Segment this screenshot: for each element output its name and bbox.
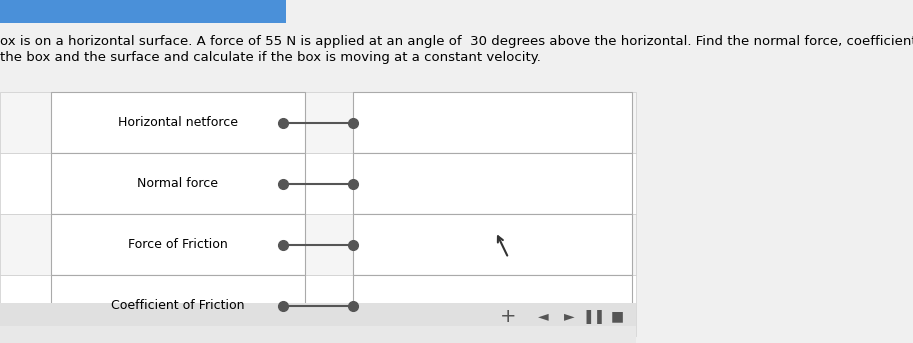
Text: Normal force: Normal force	[138, 177, 218, 190]
Text: ■: ■	[611, 310, 624, 323]
Text: Force of Friction: Force of Friction	[128, 238, 228, 251]
FancyBboxPatch shape	[51, 214, 305, 275]
Text: Horizontal netforce: Horizontal netforce	[118, 116, 238, 129]
Text: Coefficient of Friction: Coefficient of Friction	[111, 299, 245, 312]
FancyBboxPatch shape	[51, 275, 305, 336]
FancyBboxPatch shape	[0, 153, 635, 214]
Text: the box and the surface and calculate if the box is moving at a constant velocit: the box and the surface and calculate if…	[0, 51, 540, 64]
FancyBboxPatch shape	[0, 304, 635, 330]
FancyBboxPatch shape	[0, 214, 635, 275]
Text: ❚❚: ❚❚	[582, 310, 605, 323]
Text: ◄: ◄	[538, 310, 549, 323]
FancyBboxPatch shape	[352, 153, 633, 214]
Text: ►: ►	[563, 310, 574, 323]
FancyBboxPatch shape	[352, 275, 633, 336]
FancyBboxPatch shape	[352, 92, 633, 153]
Text: +: +	[500, 307, 517, 326]
FancyBboxPatch shape	[0, 0, 286, 23]
FancyBboxPatch shape	[0, 327, 635, 343]
FancyBboxPatch shape	[51, 92, 305, 153]
Text: ox is on a horizontal surface. A force of 55 N is applied at an angle of  30 deg: ox is on a horizontal surface. A force o…	[0, 35, 913, 48]
FancyBboxPatch shape	[51, 153, 305, 214]
FancyBboxPatch shape	[0, 275, 635, 336]
FancyBboxPatch shape	[0, 92, 635, 153]
FancyBboxPatch shape	[352, 214, 633, 275]
